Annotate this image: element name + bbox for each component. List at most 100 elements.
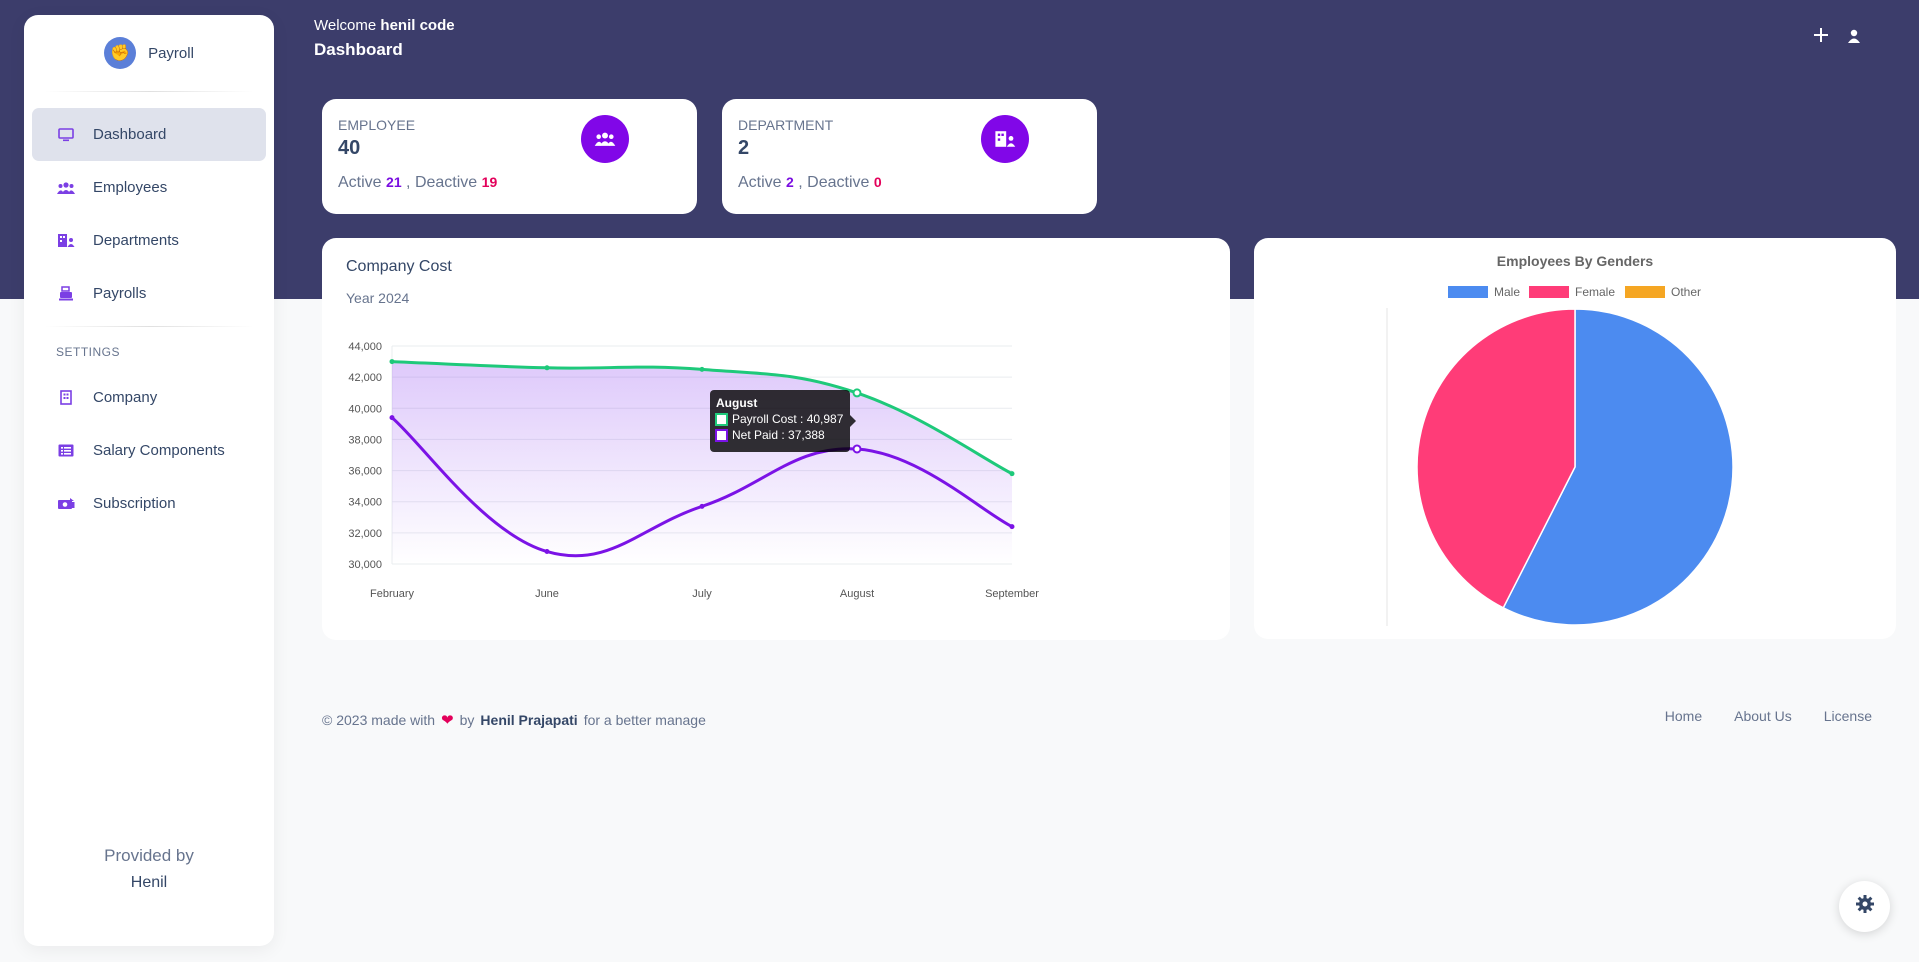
settings-nav: Company Salary Components Subscription bbox=[24, 367, 274, 530]
y-tick-label: 38,000 bbox=[348, 434, 382, 446]
provided-by: Provided by Henil bbox=[24, 846, 274, 892]
y-tick-label: 40,000 bbox=[348, 403, 382, 415]
payroll-cost-area bbox=[392, 361, 1012, 564]
employee-count: 40 bbox=[338, 137, 361, 159]
pie-slice-female[interactable] bbox=[1416, 308, 1576, 609]
x-tick-label: February bbox=[370, 588, 415, 600]
sidebar-nav: Dashboard Employees Departments Payrolls bbox=[24, 92, 274, 320]
company-cost-card: 44,000 42,000 40,000 38,000 36,000 34,000 32,0… bbox=[322, 238, 1230, 640]
y-tick-label: 32,000 bbox=[348, 528, 382, 540]
sidebar-item-employees[interactable]: Employees bbox=[32, 161, 266, 214]
sidebar-divider bbox=[44, 91, 254, 92]
company-cost-chart: 44,000 42,000 40,000 38,000 36,000 34,000 32,0… bbox=[348, 341, 1039, 600]
deactive-label: , Deactive bbox=[401, 174, 478, 191]
sidebar-item-label: Subscription bbox=[93, 495, 176, 512]
y-tick-label: 34,000 bbox=[348, 497, 382, 509]
sidebar-item-salary-components[interactable]: Salary Components bbox=[32, 424, 266, 477]
legend-swatch[interactable] bbox=[1448, 286, 1488, 298]
data-point[interactable] bbox=[699, 366, 705, 372]
settings-heading: SETTINGS bbox=[56, 345, 121, 359]
deactive-count: 19 bbox=[481, 174, 498, 190]
cash-register-icon bbox=[57, 285, 75, 303]
tooltip-swatch bbox=[715, 429, 728, 442]
money-icon bbox=[57, 495, 75, 513]
welcome-prefix: Welcome bbox=[314, 17, 381, 34]
legend-label[interactable]: Female bbox=[1575, 285, 1615, 299]
tooltip-swatch bbox=[715, 413, 728, 426]
tooltip-title: August bbox=[716, 396, 757, 410]
legend-swatch[interactable] bbox=[1529, 286, 1569, 298]
active-count: 21 bbox=[386, 174, 402, 190]
chart-tooltip: August Payroll Cost : 40,987 Net Paid : 37… bbox=[710, 390, 856, 452]
building-icon bbox=[981, 115, 1029, 163]
chart-title: Employees By Genders bbox=[1497, 253, 1654, 269]
card-label: DEPARTMENT bbox=[738, 117, 834, 133]
active-count: 2 bbox=[786, 174, 794, 190]
data-point[interactable] bbox=[544, 365, 550, 371]
legend-label[interactable]: Male bbox=[1494, 285, 1520, 299]
data-point[interactable] bbox=[1009, 524, 1015, 530]
settings-button[interactable] bbox=[1839, 881, 1890, 932]
users-icon bbox=[57, 179, 75, 197]
sidebar-item-subscription[interactable]: Subscription bbox=[32, 477, 266, 530]
x-tick-label: July bbox=[692, 588, 712, 600]
x-tick-label: August bbox=[840, 588, 874, 600]
tooltip-caret bbox=[850, 415, 856, 427]
footer-prefix: © 2023 made with bbox=[322, 712, 436, 728]
pie-slice-male[interactable] bbox=[1502, 308, 1734, 626]
data-point[interactable] bbox=[389, 415, 395, 421]
department-card[interactable]: DEPARTMENT 2 Active 2 , Deactive 0 bbox=[722, 99, 1097, 214]
sidebar-item-payrolls[interactable]: Payrolls bbox=[32, 267, 266, 320]
footer-link-home[interactable]: Home bbox=[1664, 708, 1703, 724]
sidebar-divider bbox=[44, 326, 254, 327]
user-icon[interactable] bbox=[1847, 27, 1861, 47]
footer-suffix: for a better manage bbox=[583, 712, 706, 728]
data-point[interactable] bbox=[699, 503, 705, 509]
provided-by-label: Provided by bbox=[104, 846, 194, 865]
footer-by: by bbox=[459, 712, 475, 728]
chart-title: Company Cost bbox=[346, 258, 452, 275]
data-point[interactable] bbox=[544, 549, 550, 555]
users-icon bbox=[581, 115, 629, 163]
active-label: Active bbox=[738, 174, 782, 191]
data-point[interactable] bbox=[389, 359, 395, 365]
provider-name[interactable]: Henil bbox=[130, 874, 168, 891]
sidebar-item-label: Salary Components bbox=[93, 442, 225, 459]
gender-chart-card: Employees By Genders Male Female Other bbox=[1254, 238, 1896, 639]
heart-icon: ❤ bbox=[441, 712, 454, 729]
card-label: EMPLOYEE bbox=[338, 117, 416, 133]
sidebar-item-label: Departments bbox=[93, 232, 179, 249]
building-icon bbox=[57, 232, 75, 250]
active-label: Active bbox=[338, 174, 382, 191]
sidebar-item-dashboard[interactable]: Dashboard bbox=[32, 108, 266, 161]
top-actions bbox=[1813, 27, 1861, 47]
employee-card[interactable]: EMPLOYEE 40 Active 21 , Deactive 19 bbox=[322, 99, 697, 214]
page-title: Dashboard bbox=[314, 40, 403, 59]
welcome-text: Welcome henil code bbox=[314, 17, 455, 34]
data-point[interactable] bbox=[852, 388, 862, 398]
tooltip-box bbox=[710, 390, 850, 452]
y-tick-label: 44,000 bbox=[348, 341, 382, 353]
sidebar-item-departments[interactable]: Departments bbox=[32, 214, 266, 267]
brand[interactable]: ✊ Payroll bbox=[24, 15, 274, 91]
legend-label[interactable]: Other bbox=[1671, 285, 1701, 299]
building-icon bbox=[57, 389, 75, 407]
plus-icon[interactable] bbox=[1813, 27, 1829, 47]
footer-link-license[interactable]: License bbox=[1823, 708, 1872, 724]
gear-icon bbox=[1855, 894, 1875, 920]
fist-logo-icon: ✊ bbox=[104, 37, 137, 69]
data-point[interactable] bbox=[852, 444, 862, 454]
data-point[interactable] bbox=[1009, 471, 1015, 477]
deactive-label: , Deactive bbox=[793, 174, 870, 191]
footer-link-about[interactable]: About Us bbox=[1734, 708, 1792, 724]
deactive-count: 0 bbox=[873, 174, 882, 190]
gender-pie-chart: Employees By Genders Male Female Other bbox=[1386, 253, 1734, 626]
y-tick-label: 30,000 bbox=[348, 559, 382, 571]
legend-swatch[interactable] bbox=[1625, 286, 1665, 298]
footer-author-link[interactable]: Henil Prajapati bbox=[480, 712, 578, 728]
list-icon bbox=[57, 442, 75, 460]
x-tick-label: June bbox=[535, 588, 559, 600]
department-status: Active 2 , Deactive 0 bbox=[738, 174, 1081, 192]
x-tick-label: September bbox=[985, 588, 1039, 600]
sidebar-item-company[interactable]: Company bbox=[32, 371, 266, 424]
